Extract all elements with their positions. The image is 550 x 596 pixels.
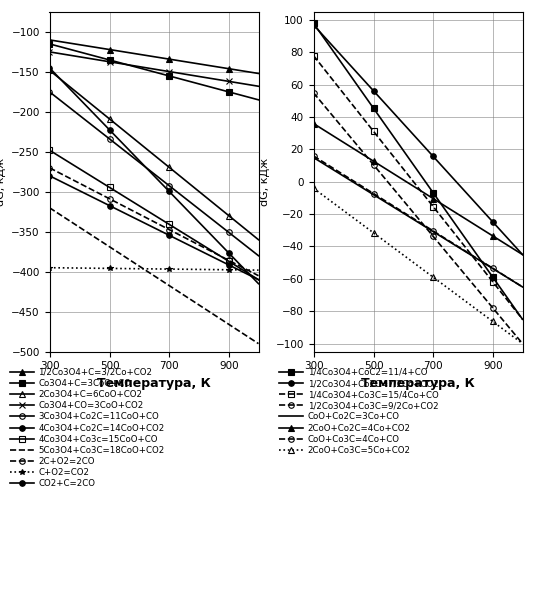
Y-axis label: dG, кДж: dG, кДж [260,158,270,206]
X-axis label: Температура, К: Температура, К [361,377,475,390]
Legend: 1/4Co3O4+CoC2=11/4+CO, 1/2Co3O4+Co2C=7/2Co+CO2, 1/4Co3O4+Co3C=15/4Co+CO, 1/2Co3O: 1/4Co3O4+CoC2=11/4+CO, 1/2Co3O4+Co2C=7/2… [279,368,438,455]
Y-axis label: dG, кДж: dG, кДж [0,158,6,206]
X-axis label: Температура, К: Температура, К [97,377,211,390]
Legend: 1/2Co3O4+C=3/2Co+CO2, Co3O4+C=3CoO+CO, 2Co3O4+C=6CoO+CO2, Co3O4+CO=3CoO+CO2, 3Co: 1/2Co3O4+C=3/2Co+CO2, Co3O4+C=3CoO+CO, 2… [10,368,164,488]
